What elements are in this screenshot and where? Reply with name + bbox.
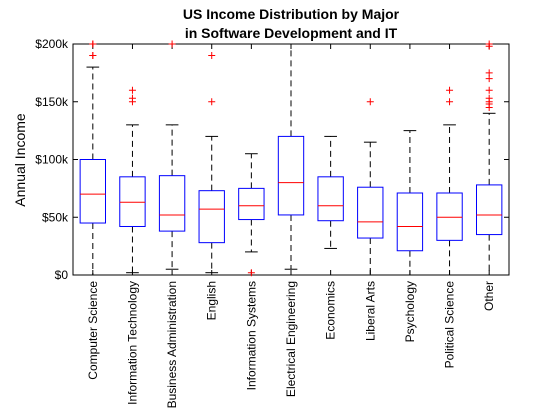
x-tick-label: Electrical Engineering — [284, 281, 298, 397]
plot-area: $0 $50k $100k $150k $200k Computer Science Inf… — [35, 37, 510, 408]
outlier-marker — [485, 86, 493, 94]
outlier-marker — [485, 40, 493, 48]
outlier-marker — [128, 86, 136, 94]
box — [198, 190, 225, 244]
x-tick-label: Computer Science — [86, 281, 100, 380]
box — [238, 187, 265, 221]
box — [396, 192, 424, 252]
box — [119, 176, 146, 227]
box — [436, 192, 463, 241]
x-tick-label: Economics — [324, 281, 338, 340]
outlier-marker — [89, 52, 97, 60]
box — [357, 186, 384, 239]
outlier-marker — [89, 40, 97, 48]
outlier-marker — [485, 69, 493, 77]
x-tick-label: Political Science — [443, 281, 457, 369]
x-tick-label: English — [205, 281, 219, 320]
outlier-marker — [366, 98, 374, 106]
box — [475, 184, 503, 236]
outlier-marker — [208, 52, 216, 60]
box — [317, 176, 344, 222]
outlier-marker — [247, 269, 255, 277]
chart-title-line-1: US Income Distribution by Major — [183, 6, 400, 22]
outlier-marker — [446, 86, 454, 94]
y-tick-label: $50k — [42, 210, 69, 224]
y-tick-label: $200k — [35, 37, 69, 51]
x-tick-label: Business Administration — [165, 281, 179, 408]
x-tick-label: Information Technology — [125, 281, 139, 405]
y-tick-label: $0 — [55, 268, 69, 282]
box — [158, 175, 186, 232]
x-tick-label: Liberal Arts — [363, 281, 377, 341]
x-tick-label: Other — [482, 281, 496, 311]
outlier-marker — [208, 98, 216, 106]
box — [79, 159, 107, 224]
y-tick-label: $150k — [35, 95, 69, 109]
outlier-marker — [128, 94, 136, 102]
x-tick-label: Psychology — [403, 281, 417, 342]
y-axis-label: Annual Income — [12, 113, 28, 207]
y-tick-label: $100k — [35, 153, 69, 167]
outlier-marker — [446, 98, 454, 106]
x-tick-label: Information Systems — [244, 281, 258, 390]
chart-title-line-2: in Software Development and IT — [185, 25, 398, 41]
outlier-marker — [168, 40, 176, 48]
outlier-marker — [485, 94, 493, 102]
box — [277, 135, 305, 216]
